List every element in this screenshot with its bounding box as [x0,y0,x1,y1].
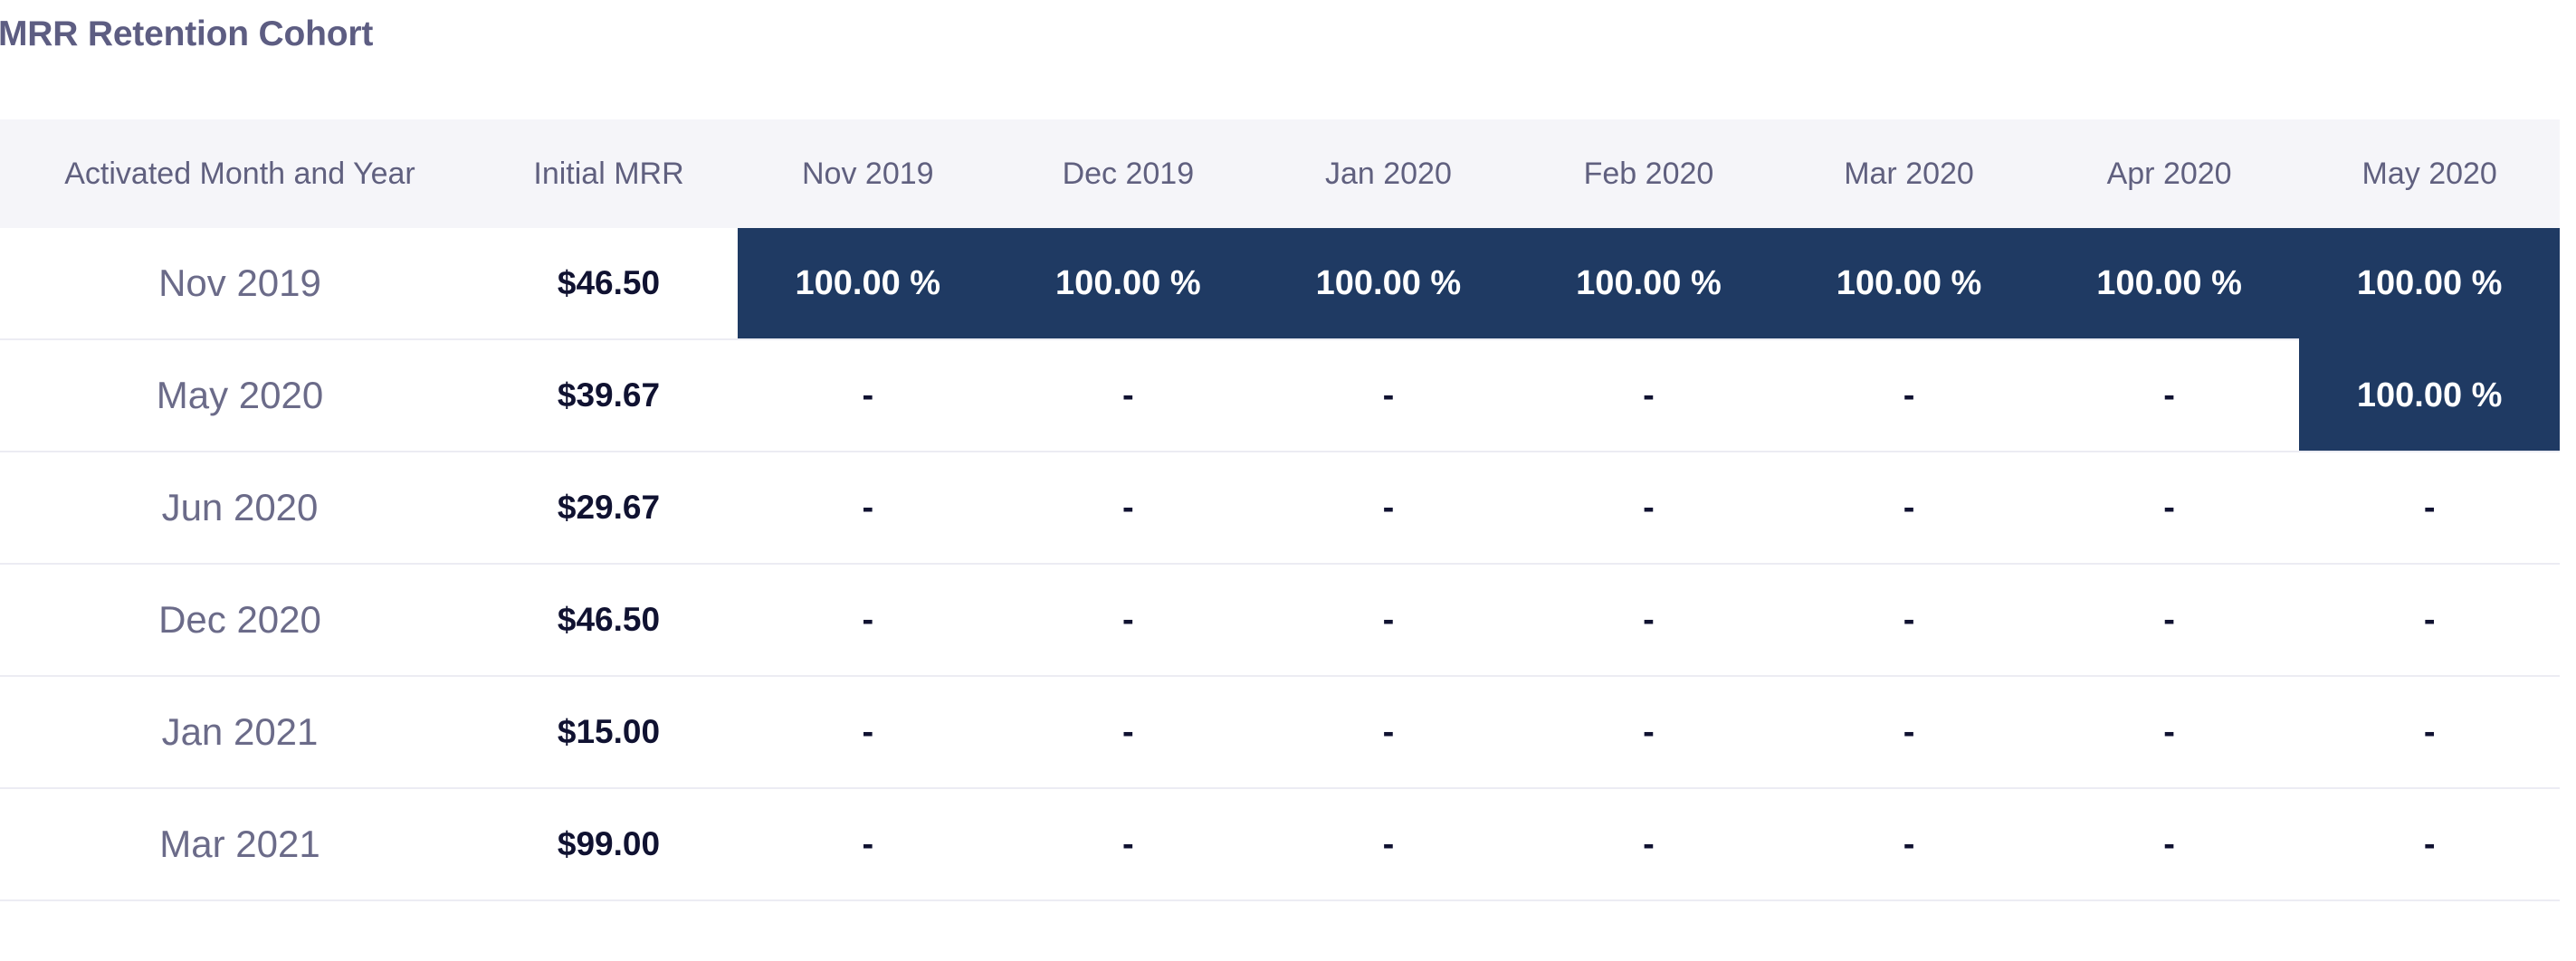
retention-cell: - [1779,338,2039,452]
retention-cell: - [1258,563,1519,676]
initial-mrr-cell: $46.50 [480,563,738,676]
column-header-activated-month-and-year: Activated Month and Year [0,119,480,228]
column-header-mar-2020: Mar 2020 [1779,119,2039,228]
retention-cell: - [1258,787,1519,901]
retention-cell: - [2038,563,2300,676]
retention-cell: 100.00 % [997,228,1259,339]
cohort-month-cell: Jan 2021 [0,675,480,788]
retention-cell: - [997,675,1259,788]
retention-cell: - [738,787,998,901]
cohort-row-nov-2019: Nov 2019 $46.50 100.00 % 100.00 % 100.00 % 10… [0,228,2560,339]
column-header-apr-2020: Apr 2020 [2038,119,2300,228]
initial-mrr-cell: $29.67 [480,451,738,564]
retention-cell: 100.00 % [2299,228,2560,339]
mrr-retention-cohort-table: Activated Month and Year Initial MRR Nov 2… [0,119,2560,901]
retention-cell: - [2038,787,2300,901]
retention-cell: 100.00 % [2038,228,2300,339]
retention-cell: - [1258,338,1519,452]
retention-cell: - [1518,787,1779,901]
column-header-jan-2020: Jan 2020 [1258,119,1519,228]
initial-mrr-cell: $99.00 [480,787,738,901]
cohort-table-body: Nov 2019 $46.50 100.00 % 100.00 % 100.00 % 10… [0,228,2560,901]
cohort-report: MRR Retention Cohort Activated Month and… [0,13,2576,901]
column-header-dec-2019: Dec 2019 [997,119,1259,228]
cohort-month-cell: Jun 2020 [0,451,480,564]
retention-cell: - [1258,675,1519,788]
retention-cell: - [1518,675,1779,788]
retention-cell: 100.00 % [1518,228,1779,339]
retention-cell: 100.00 % [1258,228,1519,339]
retention-cell: - [738,451,998,564]
retention-cell: - [997,787,1259,901]
cohort-month-cell: Dec 2020 [0,563,480,676]
retention-cell: 100.00 % [1779,228,2039,339]
cohort-row-jan-2021: Jan 2021 $15.00- - - - - - - [0,675,2560,788]
retention-cell: - [997,338,1259,452]
cohort-month-cell: May 2020 [0,338,480,452]
retention-cell: - [2299,451,2560,564]
initial-mrr-cell: $46.50 [480,228,738,339]
cohort-row-jun-2020: Jun 2020 $29.67- - - - - - - [0,451,2560,564]
retention-cell: - [738,563,998,676]
retention-cell: - [997,563,1259,676]
cohort-row-dec-2020: Dec 2020 $46.50- - - - - - - [0,563,2560,676]
retention-cell: - [2038,675,2300,788]
column-header-feb-2020: Feb 2020 [1518,119,1779,228]
page-title: MRR Retention Cohort [0,14,374,53]
retention-cell: 100.00 % [2299,338,2560,452]
retention-cell: - [1779,563,2039,676]
retention-cell: - [1779,787,2039,901]
initial-mrr-cell: $15.00 [480,675,738,788]
retention-cell: - [2299,563,2560,676]
cohort-row-mar-2021: Mar 2021 $99.00- - - - - - - [0,787,2560,901]
cohort-table-container: Activated Month and Year Initial MRR Nov 2… [0,119,2560,901]
column-header-may-2020: May 2020 [2299,119,2560,228]
retention-cell: - [1779,451,2039,564]
retention-cell: - [1779,675,2039,788]
header-row: Activated Month and Year Initial MRR Nov 2… [0,119,2560,228]
initial-mrr-cell: $39.67 [480,338,738,452]
retention-cell: - [1518,563,1779,676]
cohort-table-header: Activated Month and Year Initial MRR Nov 2… [0,119,2560,228]
retention-cell: - [738,338,998,452]
cohort-row-may-2020: May 2020 $39.67- - - - - -100.00 % [0,338,2560,452]
retention-cell: - [1518,338,1779,452]
cohort-month-cell: Nov 2019 [0,228,480,339]
retention-cell: - [1258,451,1519,564]
retention-cell: - [2038,338,2300,452]
retention-cell: - [738,675,998,788]
retention-cell: - [1518,451,1779,564]
cohort-month-cell: Mar 2021 [0,787,480,901]
retention-cell: 100.00 % [738,228,998,339]
column-header-initial-mrr: Initial MRR [480,119,738,228]
retention-cell: - [2299,787,2560,901]
column-header-nov-2019: Nov 2019 [738,119,998,228]
retention-cell: - [997,451,1259,564]
retention-cell: - [2299,675,2560,788]
retention-cell: - [2038,451,2300,564]
